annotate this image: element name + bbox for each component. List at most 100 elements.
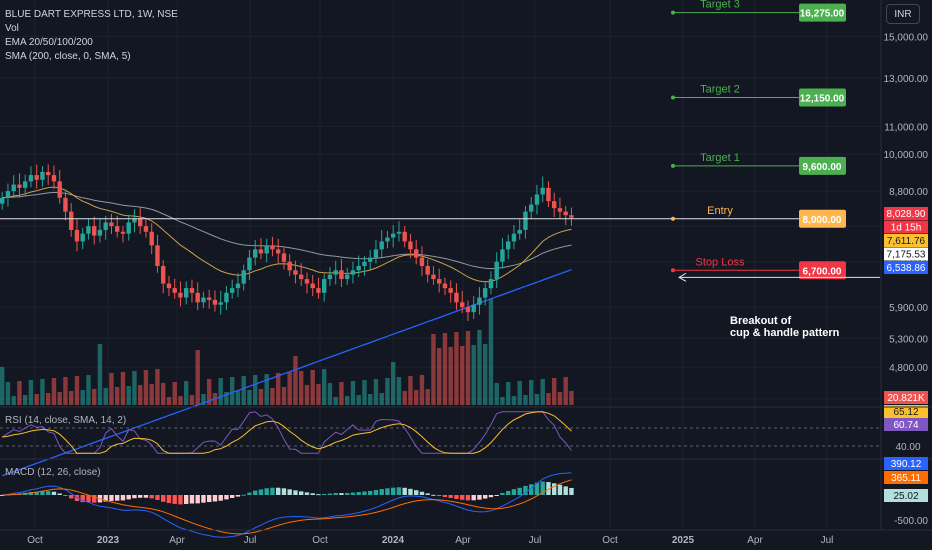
- volume-bar: [184, 381, 189, 405]
- candle-body: [63, 197, 68, 212]
- macd-histogram-bar: [299, 491, 304, 495]
- macd-tag: [884, 471, 928, 484]
- volume-bar: [230, 377, 235, 405]
- candle-body: [552, 201, 557, 209]
- macd-histogram-bar: [419, 491, 425, 495]
- candle-body: [149, 231, 154, 246]
- volume-bar: [69, 391, 74, 405]
- volume-bar: [247, 390, 252, 405]
- macd-histogram-bar: [46, 491, 51, 495]
- candle-body: [546, 187, 551, 202]
- macd-histogram-bar: [327, 493, 333, 495]
- volume-bar: [235, 391, 241, 405]
- volume-bar: [178, 396, 183, 405]
- volume-bar: [97, 344, 103, 405]
- volume-bar: [494, 383, 499, 405]
- ema50-line: [2, 191, 572, 270]
- macd-histogram-bar: [132, 495, 137, 499]
- symbol-title[interactable]: BLUE DART EXPRESS LTD, 1W, NSE: [5, 9, 178, 20]
- macd-histogram-bar: [166, 495, 172, 504]
- candle-body: [92, 226, 97, 236]
- annotation-line-2: cup & handle pattern: [730, 327, 840, 339]
- time-tick: Jul: [244, 535, 257, 546]
- macd-histogram-bar: [218, 495, 223, 501]
- volume-legend[interactable]: Vol: [5, 23, 19, 34]
- macd-tag-text: 365.11: [891, 473, 921, 484]
- candle-body: [339, 270, 344, 280]
- candle-body: [333, 270, 338, 275]
- macd-histogram-bar: [287, 489, 292, 495]
- volume-bar: [339, 382, 344, 405]
- volume-bar: [414, 390, 419, 405]
- volume-bar: [287, 372, 292, 405]
- price-tags: 8,028.90 1d 15h 7,611.76 7,175.53 6,538.86 20…: [884, 207, 928, 404]
- sma-legend[interactable]: SMA (200, close, 0, SMA, 5): [5, 51, 131, 62]
- candle-body: [218, 302, 223, 305]
- volume-bar: [356, 395, 361, 405]
- price-tag-text: 8,028.90: [887, 209, 926, 220]
- macd-histogram-bar: [483, 495, 488, 499]
- currency-button[interactable]: INR: [886, 4, 920, 24]
- candle-body: [178, 292, 183, 298]
- macd-histogram-bar: [356, 492, 361, 495]
- macd-histogram-bar: [143, 495, 149, 498]
- candle-body: [419, 257, 425, 266]
- price-tick: 8,800.00: [889, 187, 928, 198]
- price-tick: 5,300.00: [889, 334, 928, 345]
- macd-histogram-bar: [442, 495, 448, 498]
- price-tag: [884, 247, 928, 261]
- macd-histogram-bar: [34, 491, 39, 495]
- level-tag-text: 12,150.00: [800, 93, 845, 104]
- volume-bar: [241, 376, 246, 405]
- candle-body: [523, 211, 528, 230]
- macd-histogram-bar: [253, 490, 258, 495]
- level-dot: [671, 268, 675, 273]
- candle-body: [17, 184, 22, 188]
- volume-tag: [884, 391, 928, 404]
- candle-body: [230, 288, 235, 293]
- macd-legend[interactable]: MACD (12, 26, close): [5, 467, 101, 478]
- macd-histogram-bar: [460, 495, 465, 500]
- macd-histogram-bar: [270, 487, 275, 495]
- rsi-tick: 40.00: [895, 442, 920, 453]
- volume-bar: [51, 378, 57, 405]
- macd-histogram-bar: [557, 484, 563, 495]
- macd-histogram-bar: [212, 495, 218, 502]
- time-tick: Apr: [169, 535, 185, 546]
- macd-histogram-bar: [529, 484, 534, 495]
- level-label: Target 3: [700, 0, 740, 11]
- macd-histogram-bar: [293, 490, 298, 495]
- volume-bar: [92, 389, 97, 405]
- price-tick: 13,000.00: [884, 74, 929, 85]
- macd-histogram-bar: [322, 493, 327, 495]
- volume-bar: [327, 383, 333, 405]
- candle-body: [569, 215, 574, 218]
- macd-histogram-bar: [488, 495, 494, 498]
- macd-histogram-bar: [69, 495, 74, 499]
- macd-histogram-bar: [316, 494, 321, 496]
- volume-bar: [350, 381, 356, 405]
- ema-legend[interactable]: EMA 20/50/100/200: [5, 37, 93, 48]
- macd-histogram-bar: [402, 487, 407, 495]
- macd-histogram-bar: [281, 488, 287, 495]
- time-tick: Oct: [27, 535, 43, 546]
- candle-body: [0, 197, 5, 204]
- macd-histogram-bar: [304, 492, 310, 495]
- level-tag-text: 9,600.00: [803, 162, 842, 173]
- volume-bar: [276, 373, 281, 405]
- volume-bar: [379, 393, 384, 405]
- time-tick: 2023: [97, 535, 120, 546]
- time-axis[interactable]: Oct 2023 Apr Jul Oct 2024 Apr Jul Oct 2025 Apr Jul: [27, 535, 833, 546]
- price-tag: [884, 220, 928, 234]
- candle-body: [471, 304, 476, 313]
- rsi-legend[interactable]: RSI (14, close, SMA, 14, 2): [5, 415, 127, 426]
- candle-body: [511, 233, 517, 242]
- volume-bar: [270, 388, 275, 405]
- volume-bar: [373, 379, 379, 405]
- candle-body: [247, 257, 252, 271]
- level-tag: [799, 209, 846, 228]
- price-tag-text: 7,175.53: [887, 250, 926, 261]
- volume-bar: [120, 372, 126, 405]
- candle-body: [460, 302, 465, 308]
